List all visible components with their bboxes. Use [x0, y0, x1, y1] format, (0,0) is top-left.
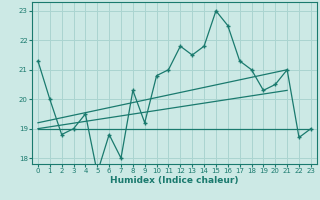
X-axis label: Humidex (Indice chaleur): Humidex (Indice chaleur) — [110, 176, 239, 185]
